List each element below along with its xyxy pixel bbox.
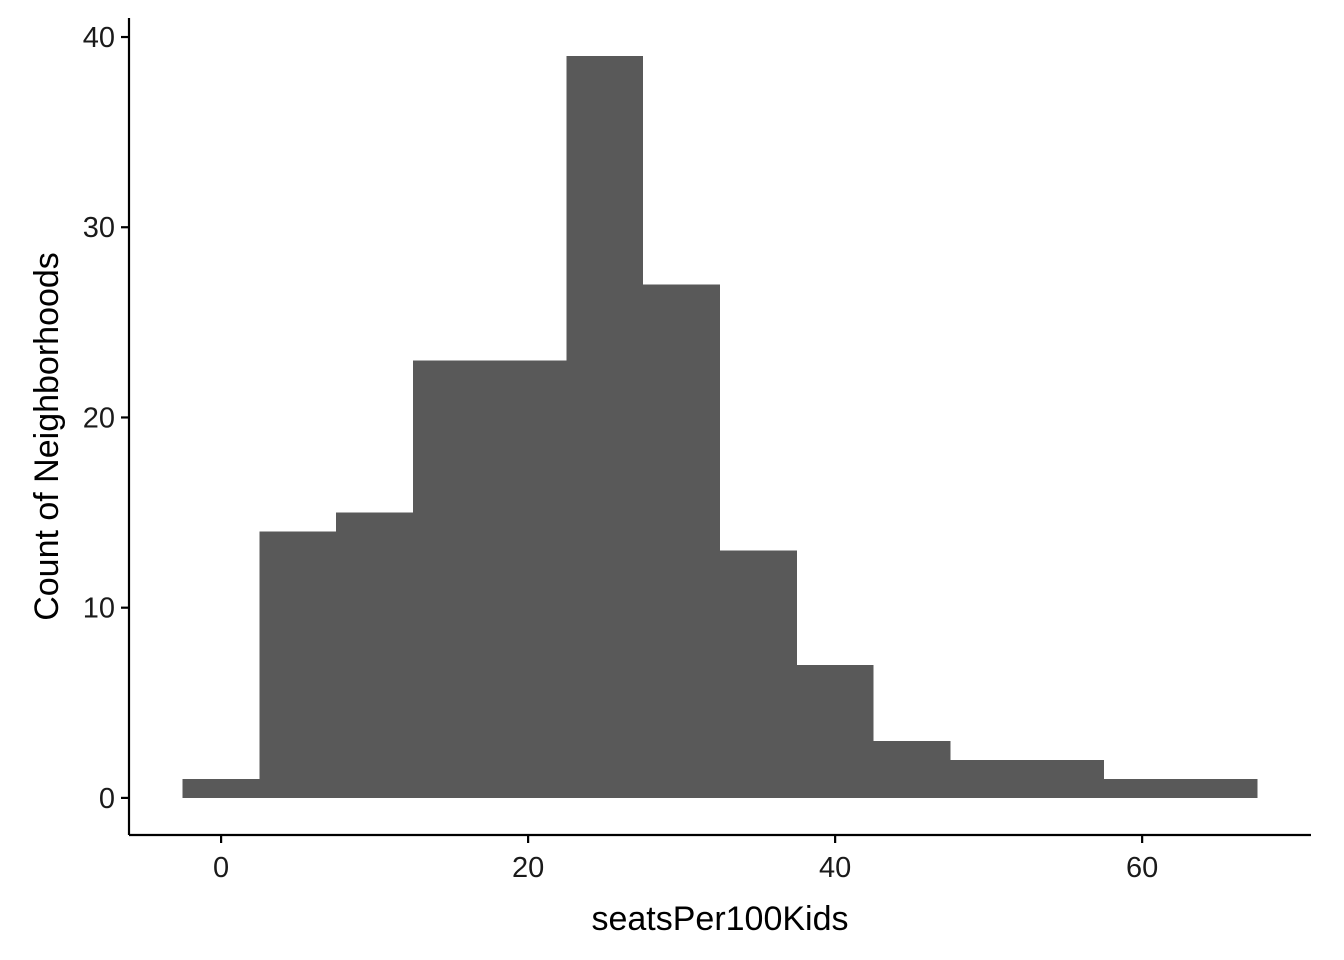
histogram-bar (950, 759, 1028, 798)
y-tick-label: 20 (83, 402, 115, 434)
x-axis-title: seatsPer100Kids (591, 900, 848, 938)
y-axis-title: Count of Neighborhoods (28, 252, 66, 621)
histogram-bar (182, 778, 260, 798)
histogram-bar (412, 360, 490, 798)
histogram-bar (566, 56, 644, 798)
histogram-bar (259, 531, 337, 798)
x-axis-ticks: 0 20 40 60 (213, 835, 1158, 884)
histogram-bar (336, 512, 413, 798)
histogram-bar (1103, 778, 1181, 798)
histogram-bar (489, 360, 567, 798)
histogram-bars (182, 56, 1258, 798)
y-tick-label: 30 (83, 212, 115, 244)
x-tick-label: 0 (213, 852, 229, 884)
y-axis-ticks: 0 10 20 30 40 (83, 22, 129, 815)
x-tick-label: 60 (1126, 852, 1158, 884)
y-tick-label: 10 (83, 593, 115, 625)
x-tick-label: 20 (512, 852, 544, 884)
y-tick-label: 40 (83, 22, 115, 54)
histogram-bar (643, 284, 720, 798)
histogram-bar (720, 550, 797, 798)
histogram-bar (796, 664, 874, 798)
x-tick-label: 40 (819, 852, 851, 884)
histogram-bar (873, 740, 951, 798)
histogram-bar (1027, 759, 1104, 798)
y-tick-label: 0 (99, 783, 115, 815)
histogram-bar (1180, 778, 1258, 798)
